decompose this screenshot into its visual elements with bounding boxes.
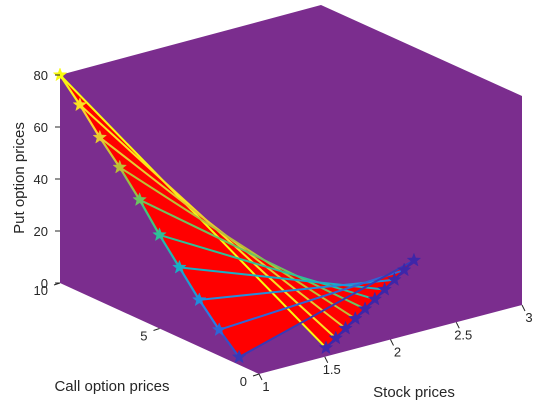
x-tick-label: 1.5: [323, 362, 341, 377]
x-tick-label: 3: [525, 310, 532, 325]
z-tick-label: 60: [34, 120, 48, 135]
z-tick-label: 20: [34, 224, 48, 239]
series-1-marker: [211, 322, 227, 337]
series-2-marker: [328, 330, 344, 345]
connector-line: [238, 259, 415, 358]
series-2-marker: [367, 291, 383, 306]
x-tick-label: 1: [262, 379, 269, 394]
series-2-marker: [396, 262, 412, 277]
series-1-marker: [92, 129, 108, 144]
series-2-marker: [357, 301, 373, 316]
connector-line: [179, 266, 385, 291]
x-tick-mark: [455, 322, 460, 329]
y-tick-label: 10: [34, 283, 48, 298]
labels-layer: Put option prices Call option prices Sto…: [11, 122, 455, 401]
series-1-marker: [152, 227, 167, 242]
z-axis-label: Put option prices: [11, 122, 28, 234]
y-tick-label: 0: [240, 374, 247, 389]
back-wall-pane: [60, 5, 522, 374]
background-panes: [60, 5, 522, 374]
connector-line: [139, 198, 366, 310]
series-1-marker: [132, 192, 147, 207]
x-tick-mark: [324, 356, 329, 363]
series-1-marker: [52, 67, 68, 82]
x-tick-mark: [521, 304, 526, 312]
markers-layer: [52, 67, 422, 364]
series-1-line: [138, 198, 161, 236]
y-tick-mark: [252, 373, 260, 377]
x-axis-label: Stock prices: [373, 384, 455, 401]
y-tick-mark: [153, 328, 160, 331]
ticks-layer: 0 20 40 60 80 0 5 10 1 1.5 2 2.5 3: [34, 68, 533, 394]
series-1-marker: [72, 97, 88, 112]
x-tick-mark: [258, 373, 263, 381]
connector-line: [119, 166, 356, 320]
series-2-marker: [387, 272, 402, 287]
connector-line: [218, 269, 405, 331]
connector-line: [159, 233, 376, 301]
y-tick-label: 5: [140, 329, 147, 344]
y-tick-mark: [53, 282, 61, 286]
z-tick-label: 80: [34, 68, 48, 83]
series-2-marker: [377, 281, 392, 296]
y-axis-label: Call option prices: [54, 378, 169, 395]
series-1-marker: [112, 159, 128, 174]
x-tick-label: 2: [394, 345, 401, 360]
series-1-marker: [191, 292, 207, 307]
z-tick-label: 0: [41, 276, 48, 291]
connector-lines: [59, 74, 415, 358]
x-tick-label: 2.5: [454, 327, 472, 342]
series-1-marker: [172, 259, 187, 274]
series-2-marker: [318, 340, 334, 355]
series-2-marker: [406, 252, 422, 267]
series-2-marker: [338, 320, 353, 335]
connector-line: [59, 74, 327, 349]
series-1-marker: [231, 349, 247, 364]
x-tick-mark: [390, 339, 394, 346]
z-tick-label: 40: [34, 172, 48, 187]
series-2-marker: [347, 310, 363, 325]
